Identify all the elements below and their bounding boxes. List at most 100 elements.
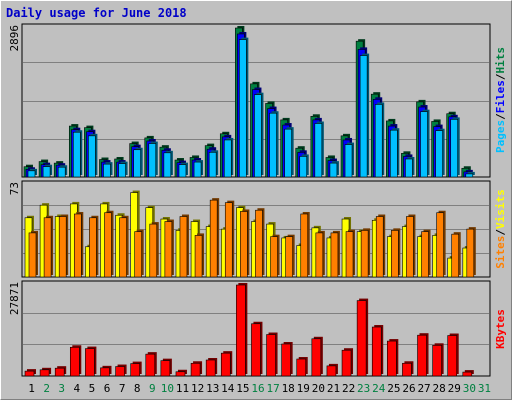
x-axis-day-label: 30 xyxy=(463,382,476,395)
kbytes-bar xyxy=(39,369,50,377)
sites-bar xyxy=(240,211,248,278)
sites-bar xyxy=(209,199,218,278)
kbytes-bar xyxy=(236,284,246,377)
pages-bar xyxy=(88,135,96,178)
pages-bar xyxy=(359,55,368,178)
x-axis-day-label: 20 xyxy=(312,382,325,395)
x-axis-day-label: 19 xyxy=(297,382,310,395)
kbytes-bar xyxy=(100,367,110,377)
requests-legend-word: / xyxy=(494,113,507,120)
pages-bar xyxy=(329,162,338,178)
kbytes-bar xyxy=(24,370,35,377)
pages-bar xyxy=(223,139,232,178)
kbytes-bar xyxy=(160,360,171,377)
kbytes-bar xyxy=(130,363,140,377)
pages-bar xyxy=(254,94,262,178)
sites-bar xyxy=(360,230,369,278)
visitors-legend-word: Sites xyxy=(494,236,507,269)
pages-bar xyxy=(239,39,247,178)
kbytes-bar xyxy=(447,335,458,377)
sites-bar xyxy=(119,217,127,278)
kbytes-bar xyxy=(220,352,231,377)
pages-bar xyxy=(118,163,126,178)
pages-bar xyxy=(178,164,187,178)
x-axis-day-label: 28 xyxy=(433,382,446,395)
pages-bar xyxy=(163,152,172,178)
pages-bar xyxy=(72,131,81,178)
kbytes-bar xyxy=(371,326,382,377)
pages-bar xyxy=(299,156,308,178)
kbytes-bar xyxy=(175,371,186,377)
kbytes-bar xyxy=(387,340,397,377)
x-axis-day-label: 13 xyxy=(206,382,219,395)
pages-bar xyxy=(374,104,383,178)
pages-bar xyxy=(435,130,443,178)
pages-bar xyxy=(133,149,141,178)
sites-bar xyxy=(179,216,188,278)
requests-legend-word: Hits xyxy=(494,47,507,74)
pages-bar xyxy=(103,163,111,178)
sites-bar xyxy=(149,223,158,278)
pages-bar xyxy=(148,143,157,178)
sites-bar xyxy=(224,202,233,278)
x-axis-day-label: 1 xyxy=(28,382,35,395)
x-axis-day-label: 12 xyxy=(191,382,204,395)
visitors-legend: Sites/Visits xyxy=(494,189,507,269)
kbytes-bar xyxy=(296,358,307,377)
pages-bar xyxy=(193,161,202,178)
kbytes-bar xyxy=(251,323,261,377)
x-axis-day-label: 27 xyxy=(417,382,430,395)
kbytes-bar xyxy=(281,343,291,377)
sites-bar xyxy=(28,232,37,278)
kbytes-bar xyxy=(462,371,473,377)
sites-bar xyxy=(345,231,354,278)
x-axis-day-label: 4 xyxy=(74,382,81,395)
x-axis-day-label: 14 xyxy=(221,382,235,395)
kbytes-bar xyxy=(417,334,427,377)
kbytes-bar xyxy=(190,362,201,377)
pages-bar xyxy=(314,123,323,178)
sites-bar xyxy=(436,212,444,278)
x-axis-day-label: 8 xyxy=(134,382,141,395)
kbytes-bar xyxy=(266,334,276,377)
pages-bar xyxy=(208,152,217,178)
kbytes-bar xyxy=(145,353,156,377)
sites-bar xyxy=(73,213,82,278)
kbytes-bar xyxy=(205,359,216,377)
sites-bar xyxy=(89,217,97,278)
x-axis-day-label: 26 xyxy=(402,382,415,395)
kbytes-bar xyxy=(341,349,352,377)
x-axis-day-label: 18 xyxy=(282,382,295,395)
pages-bar xyxy=(27,170,36,178)
x-axis-day-label: 5 xyxy=(89,382,96,395)
x-axis-day-label: 11 xyxy=(176,382,189,395)
kbytes-bar xyxy=(402,362,412,377)
kbytes-legend-word: KBytes xyxy=(494,309,507,349)
sites-bar xyxy=(43,217,52,278)
pages-bar xyxy=(344,144,353,178)
kbytes-bar xyxy=(115,366,125,377)
x-axis-day-label: 25 xyxy=(387,382,400,395)
x-axis-day-label: 21 xyxy=(327,382,340,395)
pages-bar xyxy=(450,119,459,178)
x-axis-day-label: 31 xyxy=(478,382,491,395)
x-axis-day-label: 10 xyxy=(161,382,174,395)
panel-2-ymax-label: 73 xyxy=(8,182,21,195)
visitors-legend-word: Visits xyxy=(494,189,507,229)
sites-bar xyxy=(330,232,339,278)
panel-1-ymax-label: 2896 xyxy=(8,25,21,52)
sites-bar xyxy=(315,232,324,278)
sites-bar xyxy=(270,236,278,278)
visitors-legend-word: / xyxy=(494,229,507,236)
sites-bar xyxy=(451,233,460,278)
kbytes-bar xyxy=(432,345,442,377)
kbytes-bar xyxy=(356,300,367,377)
sites-bar xyxy=(391,230,399,278)
pages-bar xyxy=(57,166,66,178)
kbytes-bar xyxy=(69,346,80,377)
sites-bar xyxy=(421,231,429,278)
requests-legend: Pages/Files/Hits xyxy=(494,47,507,153)
kbytes-bar xyxy=(85,348,95,377)
pages-bar xyxy=(390,129,398,178)
kbytes-bar xyxy=(54,367,65,377)
